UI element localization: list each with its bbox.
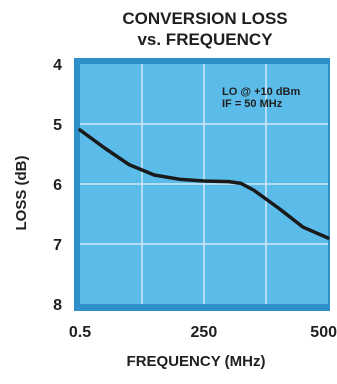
- annotation-if: IF = 50 MHz: [222, 98, 283, 110]
- y-tick-label: 7: [53, 237, 62, 254]
- series-line-loss: [78, 128, 330, 240]
- grid: [80, 64, 328, 304]
- chart-title: CONVERSION LOSS: [122, 9, 287, 28]
- tick-labels: 4 5 6 7 8 0.5 250 500: [53, 57, 337, 341]
- annotation-lo: LO @ +10 dBm: [222, 86, 300, 98]
- y-axis-label: LOSS (dB): [13, 156, 30, 231]
- chart-subtitle: vs. FREQUENCY: [137, 30, 273, 49]
- y-tick-label: 4: [53, 57, 62, 74]
- y-tick-label: 8: [53, 297, 62, 314]
- y-tick-label: 5: [53, 117, 62, 134]
- y-tick-label: 6: [53, 177, 62, 194]
- x-tick-label: 500: [310, 324, 337, 341]
- x-tick-label: 0.5: [69, 324, 91, 341]
- x-axis-label: FREQUENCY (MHz): [127, 353, 266, 370]
- x-tick-label: 250: [191, 324, 218, 341]
